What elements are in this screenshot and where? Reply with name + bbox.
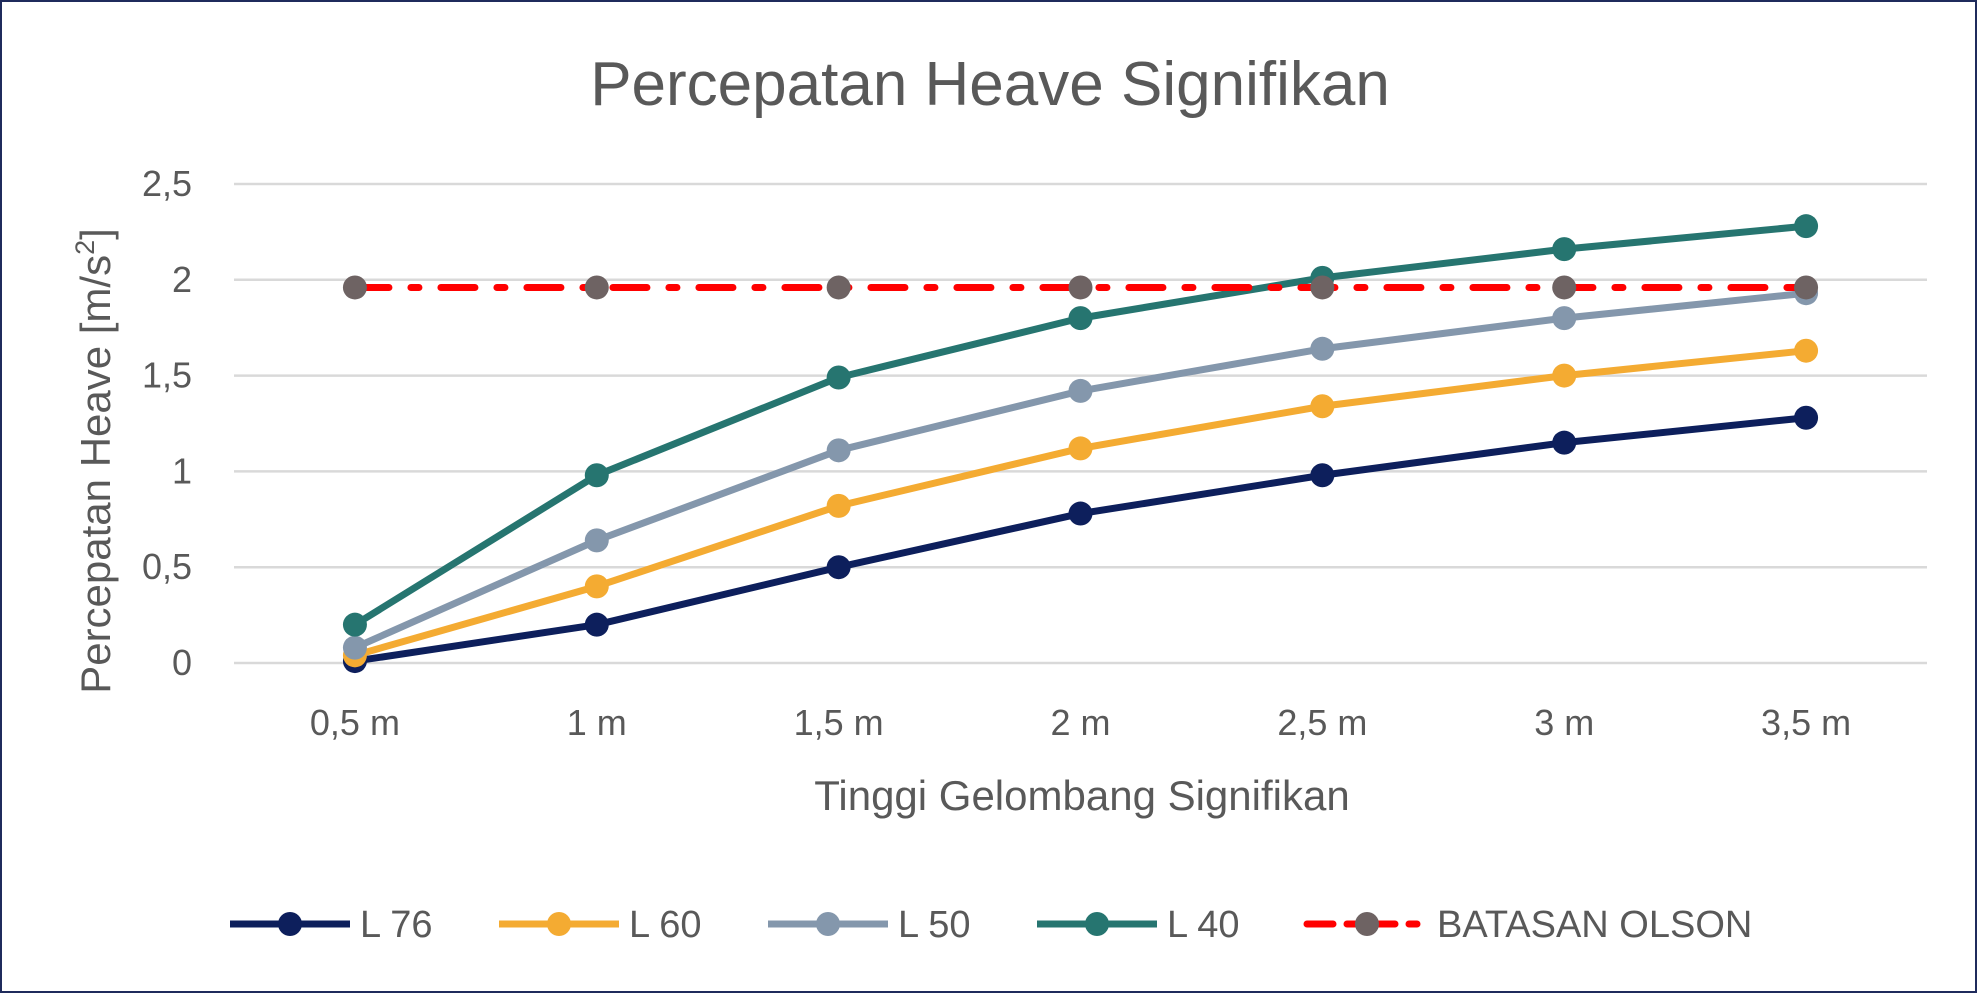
legend-label: L 60 [629, 904, 702, 946]
series-l-40 [342, 214, 1819, 637]
data-point [342, 612, 367, 637]
legend-label: L 50 [898, 904, 971, 946]
data-point [1794, 214, 1819, 239]
legend-label: BATASAN OLSON [1437, 904, 1752, 946]
legend-label: L 40 [1167, 904, 1240, 946]
data-point [826, 438, 851, 463]
y-axis-title: Percepatan Heave [m/s2] [70, 228, 119, 694]
data-point [342, 275, 367, 300]
data-point [1068, 378, 1093, 403]
x-tick-label: 1 m [567, 702, 627, 743]
data-point [1310, 463, 1335, 488]
x-tick-label: 0,5 m [310, 702, 400, 743]
legend-swatch-marker [1085, 912, 1109, 936]
data-point [1794, 275, 1819, 300]
series-batasan-olson [342, 275, 1819, 300]
data-point [584, 574, 609, 599]
y-tick-labels: 0 0,5 1 1,5 2 2,5 [142, 163, 192, 683]
data-point [826, 493, 851, 518]
x-tick-label: 1,5 m [794, 702, 884, 743]
data-point [1068, 501, 1093, 526]
data-point [584, 463, 609, 488]
data-point [1552, 237, 1577, 262]
data-point [1068, 436, 1093, 461]
series-l-76 [342, 405, 1819, 674]
data-point [584, 275, 609, 300]
legend-swatch-marker [1355, 912, 1379, 936]
x-tick-label: 2,5 m [1277, 702, 1367, 743]
data-point [1794, 405, 1819, 430]
data-point [1552, 275, 1577, 300]
legend: L 76 L 60 L 50 L 40 BATASAN OLSON [230, 904, 1752, 946]
data-point [584, 612, 609, 637]
data-point [1310, 336, 1335, 361]
x-tick-labels: 0,5 m 1 m 1,5 m 2 m 2,5 m 3 m 3,5 m [310, 702, 1851, 743]
data-point [1552, 430, 1577, 455]
data-point [342, 635, 367, 660]
data-point [1552, 363, 1577, 388]
x-tick-label: 2 m [1050, 702, 1110, 743]
legend-item: L 50 [768, 904, 971, 946]
data-point [1310, 394, 1335, 419]
legend-item: BATASAN OLSON [1303, 904, 1752, 946]
data-point [826, 275, 851, 300]
legend-swatch-marker [816, 912, 840, 936]
legend-swatch-marker [547, 912, 571, 936]
series-layer [342, 214, 1819, 674]
y-tick-label: 2,5 [142, 163, 192, 204]
legend-item: L 60 [499, 904, 702, 946]
y-axis-title-superscript: 2 [70, 240, 100, 255]
data-point [1552, 306, 1577, 331]
data-point [826, 555, 851, 580]
data-point [1068, 275, 1093, 300]
chart-title: Percepatan Heave Signifikan [590, 50, 1390, 119]
y-tick-label: 1 [172, 450, 192, 491]
y-tick-label: 0,5 [142, 546, 192, 587]
y-tick-label: 0 [172, 642, 192, 683]
data-point [584, 528, 609, 553]
series-l-50 [342, 281, 1819, 660]
x-tick-label: 3 m [1534, 702, 1594, 743]
data-point [826, 365, 851, 390]
data-point [1068, 306, 1093, 331]
series-l-60 [342, 338, 1819, 668]
data-point [1794, 338, 1819, 363]
legend-label: L 76 [360, 904, 433, 946]
data-point [1310, 275, 1335, 300]
x-tick-label: 3,5 m [1761, 702, 1851, 743]
y-tick-label: 1,5 [142, 355, 192, 396]
legend-item: L 40 [1037, 904, 1240, 946]
legend-swatch-marker [278, 912, 302, 936]
legend-item: L 76 [230, 904, 433, 946]
x-axis-title: Tinggi Gelombang Signifikan [814, 772, 1349, 819]
y-tick-label: 2 [172, 259, 192, 300]
